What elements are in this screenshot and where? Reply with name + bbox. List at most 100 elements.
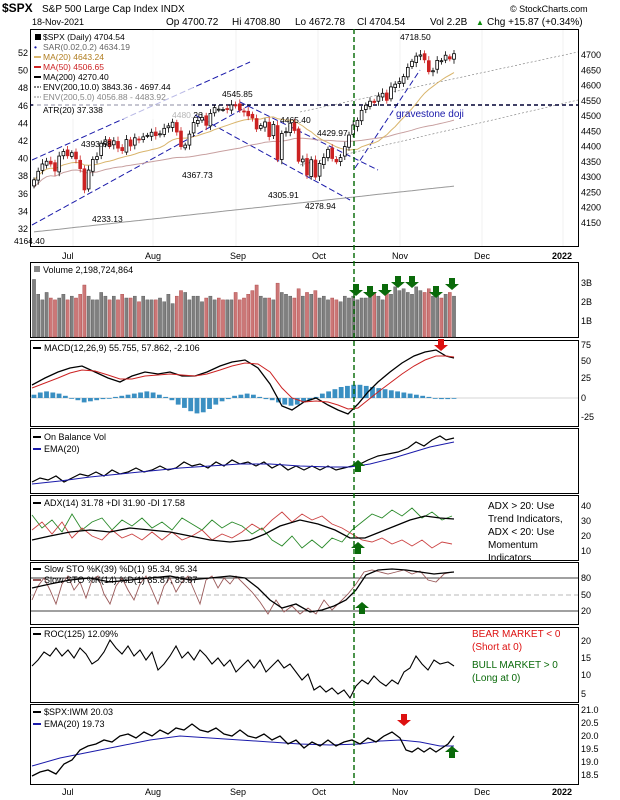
signal-arrows: [349, 276, 459, 758]
red-arrow-icon: [391, 276, 405, 288]
candle-body: [91, 159, 95, 172]
macd-tick-0: 0: [581, 393, 586, 403]
candle-body: [334, 159, 339, 163]
macd-histogram-bar: [357, 384, 363, 398]
volume-bar: [78, 294, 82, 338]
red-arrow-icon: [429, 286, 443, 298]
adx-tick-30: 30: [581, 516, 591, 526]
legend-price: $SPX (Daily) 4704.54: [43, 32, 125, 42]
ratio-tick-19: 19.0: [581, 757, 599, 767]
macd-histogram-bar: [401, 392, 407, 398]
candle-body: [153, 131, 158, 137]
macd-histogram-bar: [219, 398, 225, 402]
annotation-4233: 4233.13: [92, 214, 123, 224]
ma20-line: [33, 72, 455, 181]
macd-histogram-bar: [395, 391, 400, 398]
price-right-tick: 4400: [581, 142, 601, 152]
close-value: Cl 4704.54: [357, 17, 406, 28]
volume-bar: [246, 294, 251, 338]
macd-histogram-bar: [69, 398, 75, 399]
volume-bar: [343, 295, 347, 338]
volume-legend-text: Volume 2,198,724,864: [43, 265, 133, 275]
red-arrow-icon: [378, 284, 392, 296]
candle-body: [179, 130, 183, 148]
sto-k14-line: [31, 569, 453, 615]
candle-body: [309, 159, 313, 177]
volume-tick-3b: 3B: [581, 278, 592, 288]
open-value: Op 4700.72: [166, 17, 219, 28]
price-left-axis: 52 50 48 46 44 42 40 38 36 34 32: [18, 48, 28, 234]
roc-axis: 20 15 10 5: [581, 636, 591, 699]
volume-bar: [393, 286, 398, 338]
volume-bar: [86, 295, 91, 338]
candle-body: [32, 179, 36, 187]
macd-histogram-bar: [31, 394, 37, 398]
adx-note-line-3: ADX < 20: Use: [488, 527, 555, 538]
macd-histogram-bar: [388, 390, 394, 398]
annotation-4465: 4465.40: [280, 115, 311, 125]
macd-histogram-bar: [426, 396, 432, 398]
candle-body: [443, 54, 448, 61]
macd-histogram-bar: [106, 398, 112, 399]
macd-histogram-bar: [432, 398, 438, 399]
volume-bar: [443, 294, 448, 338]
candle-body: [242, 110, 246, 113]
legend-env5: ENV(200,5.0) 4056.88 - 4483.92: [43, 92, 166, 102]
adx-note-line-4: Momentum: [488, 540, 538, 551]
obv-legend: On Balance Vol EMA(20): [33, 432, 106, 454]
candle-body: [221, 109, 225, 111]
macd-histogram-bar: [138, 392, 143, 398]
green-arrow-icon: [351, 460, 365, 472]
sto-tick-80: 80: [581, 573, 591, 583]
candle-body: [355, 120, 360, 127]
price-right-tick: 4500: [581, 111, 601, 121]
candle-body: [267, 121, 271, 137]
volume-legend-swatch: [34, 266, 40, 272]
price-left-tick: 48: [18, 83, 28, 93]
macd-histogram-bar: [182, 398, 187, 408]
candle-body: [338, 157, 343, 162]
macd-histogram-bar: [370, 387, 375, 398]
adx-legend: ADX(14) 31.78 +DI 31.90 -DI 17.58: [33, 498, 185, 508]
candle-body: [305, 158, 309, 176]
volume-bar: [53, 299, 57, 338]
adx-note-line-2: Trend Indicators,: [488, 514, 563, 525]
candle-body: [174, 122, 179, 133]
price-left-tick: 52: [18, 48, 28, 58]
macd-histogram-bar: [345, 385, 350, 398]
volume-bar: [271, 299, 276, 338]
candle-body: [347, 134, 351, 148]
adx-note-line-5: Indicators: [488, 553, 531, 564]
sto-legend: Slow STO %K(39) %D(1) 95.34, 95.34 Slow …: [33, 564, 197, 585]
macd-histogram-bar: [94, 398, 100, 401]
price-left-tick: 38: [18, 171, 28, 181]
macd-histogram-bar: [232, 395, 237, 398]
legend-atr: ATR(20) 37.338: [43, 105, 103, 115]
volume-bar: [149, 299, 154, 338]
ratio-line: [31, 723, 455, 777]
volume-bar: [200, 301, 204, 338]
roc-tick-10: 10: [581, 670, 591, 680]
candle-body: [216, 108, 221, 111]
macd-histogram-bar: [420, 395, 426, 398]
macd-histogram-bar: [301, 398, 306, 403]
volume-bar: [170, 303, 175, 338]
price-annotations: 4718.50 4545.85 4480.26 4465.40 4429.97 …: [14, 32, 464, 246]
x-axis-top: Jul Aug Sep Oct Nov Dec 2022: [62, 251, 572, 261]
candle-body: [225, 108, 230, 110]
candle-body: [300, 158, 305, 163]
macd-histogram-bar: [150, 392, 156, 398]
ratio-tick-18-5: 18.5: [581, 770, 599, 780]
green-arrow-icon: [355, 602, 369, 614]
volume-bar: [263, 297, 267, 338]
ratio-legend: $SPX:IWM 20.03 EMA(20) 19.73: [33, 707, 113, 729]
volume-bar: [322, 295, 326, 338]
volume-bar: [137, 301, 141, 338]
macd-histogram-bar: [125, 394, 131, 398]
volume-bar: [195, 295, 200, 338]
macd-histogram-bar: [144, 391, 150, 398]
candle-body: [263, 121, 267, 128]
roc-bull-note-2: (Long at 0): [472, 673, 520, 684]
macd-histogram-bar: [332, 389, 338, 398]
